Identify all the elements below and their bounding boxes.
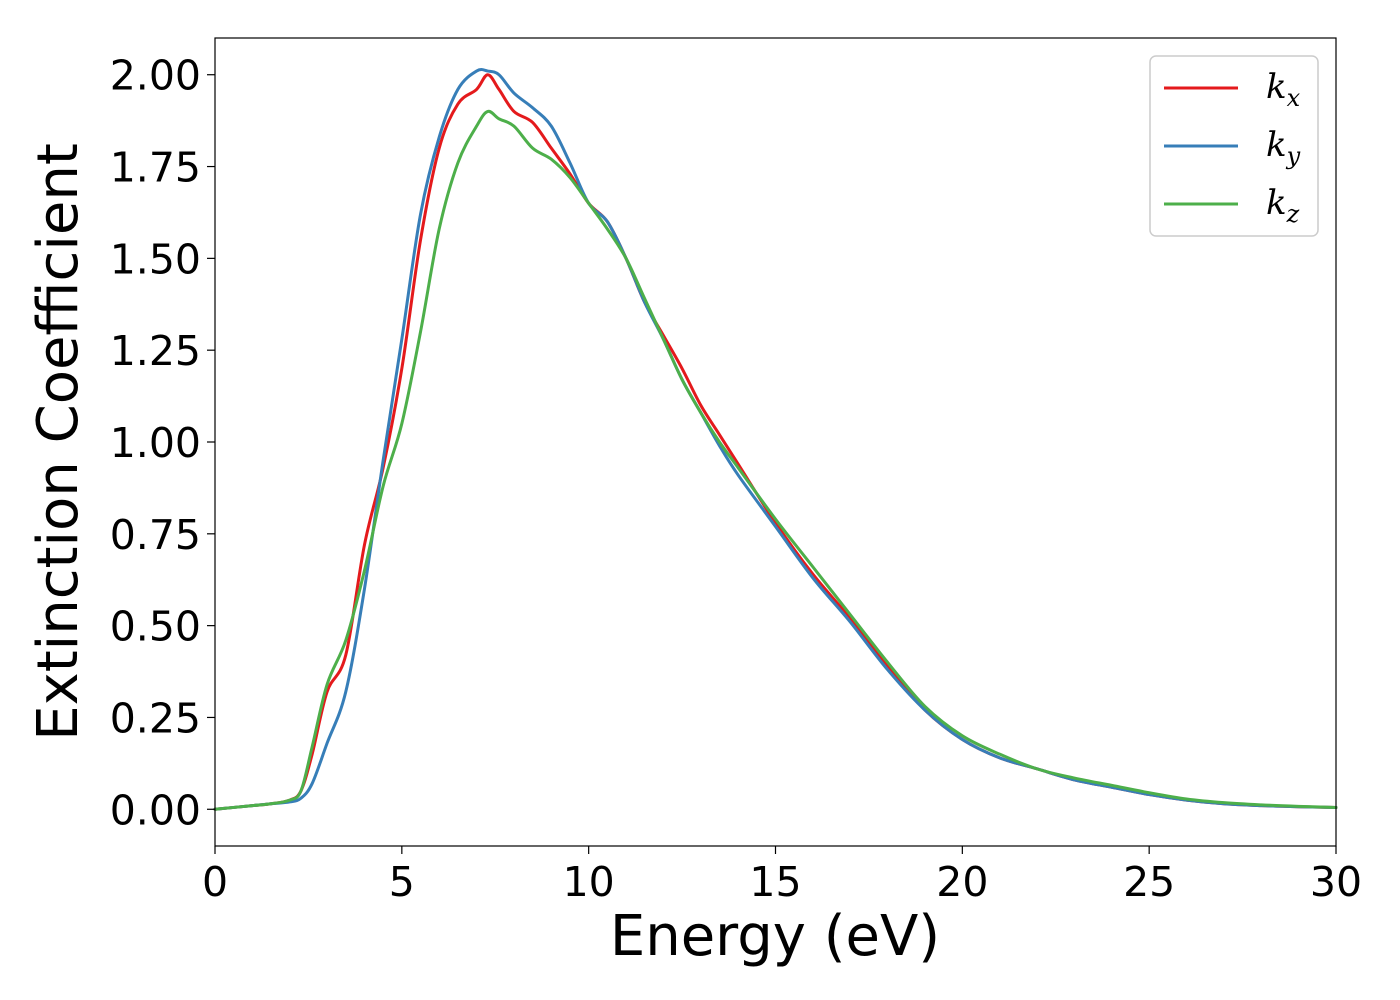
- x-tick-label: 10: [563, 858, 615, 906]
- y-tick-label: 0.50: [110, 603, 201, 651]
- plot-lines: [213, 68, 1338, 811]
- y-tick-label: 2.00: [110, 52, 201, 100]
- x-tick-label: 20: [936, 858, 988, 906]
- legend-label-x: kx: [1266, 67, 1301, 112]
- legend-label-z: kz: [1266, 183, 1300, 228]
- x-axis-title: Energy (eV): [610, 904, 940, 969]
- y-tick-label: 0.75: [110, 511, 201, 559]
- y-tick-label: 0.00: [110, 786, 201, 834]
- x-tick-label: 15: [749, 858, 801, 906]
- y-axis-title: Extinction Coefficient: [26, 143, 91, 741]
- x-tick-label: 30: [1310, 858, 1362, 906]
- x-tick-label: 5: [389, 858, 415, 906]
- series-line-z: [213, 109, 1338, 811]
- legend: kx ky kz: [1149, 55, 1319, 237]
- x-tick-label: 0: [202, 858, 228, 906]
- y-axis: 0.00 0.25 0.50 0.75 1.00 1.25 1.50 1.75 2.00: [110, 52, 215, 834]
- y-tick-label: 1.75: [110, 144, 201, 192]
- y-tick-label: 0.25: [110, 694, 201, 742]
- x-tick-label: 25: [1123, 858, 1175, 906]
- y-tick-label: 1.25: [110, 327, 201, 375]
- x-axis: 0 5 10 15 20 25 30: [202, 846, 1362, 906]
- y-tick-label: 1.00: [110, 419, 201, 467]
- legend-label-y: ky: [1266, 125, 1301, 170]
- y-tick-label: 1.50: [110, 235, 201, 283]
